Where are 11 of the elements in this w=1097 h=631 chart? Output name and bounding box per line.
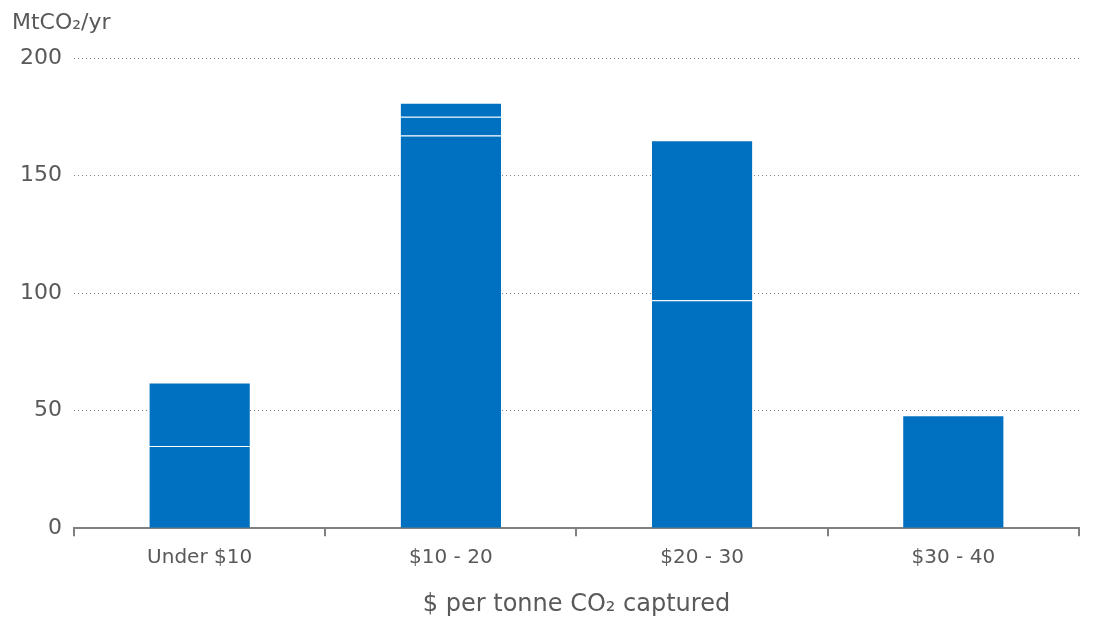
x-axis-title: $ per tonne CO₂ captured [422, 588, 731, 617]
x-tick-label: $10 - 20 [409, 544, 493, 569]
x-tick-label: Under $10 [147, 544, 253, 569]
x-tick-label: $20 - 30 [660, 544, 744, 569]
y-tick-label: 100 [19, 278, 62, 304]
y-axis-title: MtCO₂/yr [12, 8, 112, 34]
y-tick-label: 150 [19, 161, 62, 187]
x-tick-label: $30 - 40 [911, 544, 996, 569]
y-tick-label: 200 [19, 43, 62, 69]
y-tick-label: 0 [47, 513, 62, 539]
y-tick-label: 50 [33, 396, 62, 422]
